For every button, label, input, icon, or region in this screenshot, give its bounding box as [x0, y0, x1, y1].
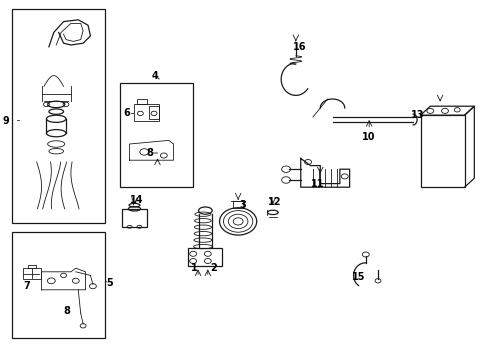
Text: 9: 9	[2, 116, 9, 126]
Text: 6: 6	[123, 108, 130, 118]
Text: 7: 7	[23, 281, 30, 291]
Bar	[120, 83, 193, 187]
Bar	[149, 106, 159, 119]
Text: 15: 15	[351, 272, 365, 282]
Text: 13: 13	[410, 110, 424, 120]
Bar	[233, 201, 243, 208]
Text: 5: 5	[106, 278, 113, 288]
Text: 12: 12	[267, 197, 281, 207]
Text: 14: 14	[129, 195, 143, 205]
Bar	[137, 99, 146, 104]
Bar	[134, 104, 159, 121]
Text: 3: 3	[239, 200, 246, 210]
Text: 1: 1	[190, 263, 197, 273]
Text: 16: 16	[293, 42, 306, 52]
Bar	[23, 268, 41, 279]
Bar	[122, 209, 146, 227]
Text: 4: 4	[151, 71, 158, 81]
Bar	[12, 9, 105, 223]
Bar	[28, 265, 36, 268]
Text: 2: 2	[210, 263, 217, 273]
Text: 11: 11	[310, 179, 324, 189]
Bar	[188, 248, 222, 266]
Text: 8: 8	[63, 306, 70, 316]
Bar	[12, 232, 105, 338]
Text: 8: 8	[146, 148, 153, 158]
Bar	[420, 115, 464, 187]
Text: 10: 10	[361, 132, 375, 142]
